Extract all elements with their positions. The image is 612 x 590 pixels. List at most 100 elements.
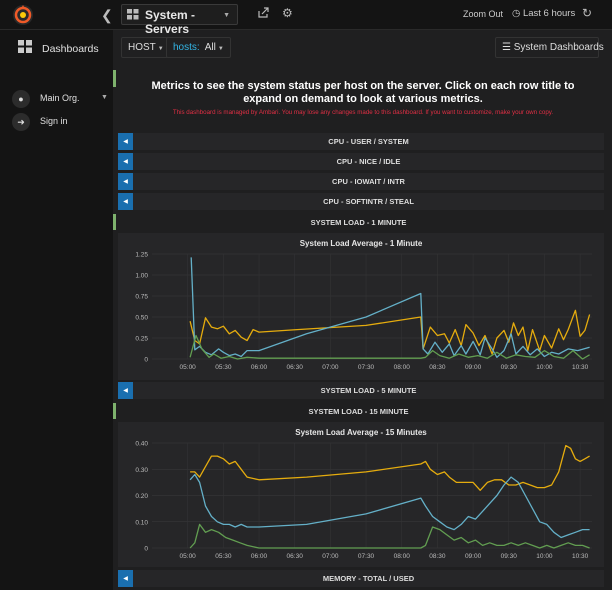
x-tick-label: 05:00	[180, 553, 197, 560]
row-collapse-bar[interactable]	[113, 214, 116, 230]
zoom-out-button[interactable]: Zoom Out	[463, 9, 504, 19]
y-tick-label: 0.75	[135, 294, 148, 301]
expand-row-icon[interactable]: ◀	[118, 570, 133, 587]
sidebar-item-label: Sign in	[40, 116, 68, 126]
sidebar-item-label: Dashboards	[42, 43, 99, 55]
time-range-label: Last 6 hours	[522, 8, 576, 19]
series-line-1	[189, 473, 590, 539]
row-cpu-user-system[interactable]: ◀ CPU - USER / SYSTEM	[118, 133, 604, 150]
x-tick-label: 06:30	[287, 364, 304, 371]
chevron-down-icon: ▼	[217, 46, 224, 52]
row-system-load-15[interactable]: SYSTEM LOAD - 15 MINUTE	[113, 403, 604, 419]
panel-title[interactable]: System Load Average - 1 Minute	[299, 239, 423, 248]
sidebar-item-label: Main Org.	[40, 93, 80, 103]
x-tick-label: 07:00	[322, 364, 339, 371]
series-line-0	[190, 444, 590, 491]
row-title[interactable]: CPU - USER / SYSTEM	[328, 137, 409, 146]
y-tick-label: 0.20	[135, 493, 148, 500]
row-title[interactable]: CPU - SOFTINTR / STEAL	[323, 197, 414, 206]
time-range-picker[interactable]: ◷ Last 6 hours	[512, 8, 575, 19]
x-tick-label: 07:30	[358, 553, 375, 560]
row-title[interactable]: MEMORY - TOTAL / USED	[322, 574, 415, 583]
sign-in-icon: ➜	[12, 113, 30, 131]
hosts-variable-select[interactable]: hosts: All ▼	[166, 37, 231, 58]
system-dashboards-label: System Dashboards	[513, 42, 604, 53]
y-tick-label: 0.30	[135, 467, 148, 474]
x-tick-label: 05:30	[215, 364, 232, 371]
x-tick-label: 08:00	[394, 553, 411, 560]
expand-row-icon[interactable]: ◀	[118, 193, 133, 210]
sidebar-item-dashboards[interactable]: Dashboards	[18, 40, 99, 56]
row-cpu-nice-idle[interactable]: ◀ CPU - NICE / IDLE	[118, 153, 604, 170]
row-title[interactable]: SYSTEM LOAD - 5 MINUTE	[320, 386, 417, 395]
row-system-load-5[interactable]: ◀ SYSTEM LOAD - 5 MINUTE	[118, 382, 604, 399]
intro-warning: This dashboard is managed by Ambari. You…	[172, 109, 554, 116]
y-tick-label: 0.10	[135, 519, 148, 526]
y-tick-label: 0	[144, 546, 148, 553]
load-1min-chart[interactable]: 0 0.25 0.50 0.75 1.00 1.25 05:00 05:30 06:00 06:3…	[118, 233, 604, 380]
panel-title[interactable]: System Load Average - 15 Minutes	[295, 428, 427, 437]
host-variable-button[interactable]: HOST ▼	[121, 37, 171, 58]
series-line-1	[190, 257, 590, 358]
chevron-down-icon: ▼	[157, 46, 164, 52]
row-collapse-bar[interactable]	[113, 403, 116, 419]
sidebar: Dashboards ● Main Org. ▼ ➜ Sign in	[0, 30, 113, 590]
row-title[interactable]: CPU - NICE / IDLE	[336, 157, 401, 166]
series-line-2	[189, 334, 590, 360]
chevron-down-icon: ▼	[223, 12, 230, 19]
panel-load-1min: 0 0.25 0.50 0.75 1.00 1.25 05:00 05:30 06:00 06:3…	[118, 233, 604, 380]
panel-load-15min: 0 0.10 0.20 0.30 0.40 05:00 05:30 06:00 06:30 07:…	[118, 422, 604, 567]
x-tick-label: 09:30	[501, 364, 518, 371]
row-title[interactable]: SYSTEM LOAD - 15 MINUTE	[308, 407, 409, 416]
y-tick-label: 0	[144, 357, 148, 364]
y-tick-label: 0.40	[135, 441, 148, 448]
dashboards-icon	[18, 40, 32, 53]
sidebar-item-sign-in[interactable]: ➜ Sign in	[12, 113, 68, 131]
x-tick-label: 10:30	[572, 364, 589, 371]
dashboard-main: HOST ▼ hosts: All ▼ ☰ System Dashboards Me…	[113, 30, 612, 590]
share-icon[interactable]	[258, 7, 269, 21]
hosts-label: hosts:	[173, 42, 200, 53]
x-tick-label: 05:30	[215, 553, 232, 560]
back-chevron-icon[interactable]: ❮	[101, 7, 113, 23]
chevron-down-icon: ▼	[101, 94, 108, 101]
load-15min-chart[interactable]: 0 0.10 0.20 0.30 0.40 05:00 05:30 06:00 06:30 07:…	[118, 422, 604, 567]
x-tick-label: 07:30	[358, 364, 375, 371]
system-dashboards-button[interactable]: ☰ System Dashboards	[495, 37, 604, 58]
row-memory-total-used[interactable]: ◀ MEMORY - TOTAL / USED	[118, 570, 604, 587]
x-tick-label: 09:00	[465, 553, 482, 560]
x-tick-label: 06:00	[251, 553, 268, 560]
expand-row-icon[interactable]: ◀	[118, 153, 133, 170]
x-tick-label: 06:00	[251, 364, 268, 371]
row-title[interactable]: SYSTEM LOAD - 1 MINUTE	[310, 218, 407, 227]
gear-icon[interactable]: ⚙	[282, 6, 293, 20]
row-collapse-bar[interactable]	[113, 70, 116, 87]
top-navbar: ❮ System - Servers ▼ ⚙ Zoom Out ◷ Last 6…	[0, 0, 612, 36]
x-tick-label: 10:00	[536, 553, 553, 560]
x-tick-label: 08:30	[429, 553, 446, 560]
x-tick-label: 10:30	[572, 553, 589, 560]
row-cpu-softintr-steal[interactable]: ◀ CPU - SOFTINTR / STEAL	[118, 193, 604, 210]
expand-row-icon[interactable]: ◀	[118, 382, 133, 399]
row-system-load-1[interactable]: SYSTEM LOAD - 1 MINUTE	[113, 214, 604, 230]
y-tick-label: 0.25	[135, 336, 148, 343]
x-tick-label: 07:00	[322, 553, 339, 560]
refresh-icon[interactable]: ↻	[582, 6, 593, 20]
grafana-logo-icon[interactable]	[12, 4, 34, 26]
x-tick-label: 10:00	[536, 364, 553, 371]
expand-row-icon[interactable]: ◀	[118, 133, 133, 150]
dashboard-picker-button[interactable]: System - Servers ▼	[121, 4, 238, 36]
row-cpu-iowait-intr[interactable]: ◀ CPU - IOWAIT / INTR	[118, 173, 604, 190]
x-tick-label: 08:30	[429, 364, 446, 371]
expand-row-icon[interactable]: ◀	[118, 173, 133, 190]
series-line-2	[189, 523, 590, 549]
intro-heading: Metrics to see the system status per hos…	[151, 80, 575, 105]
y-tick-label: 1.00	[135, 273, 148, 280]
x-tick-label: 09:30	[501, 553, 518, 560]
row-title[interactable]: CPU - IOWAIT / INTR	[332, 177, 405, 186]
sidebar-item-org[interactable]: ● Main Org. ▼	[12, 90, 108, 108]
x-tick-label: 05:00	[180, 364, 197, 371]
x-tick-label: 08:00	[394, 364, 411, 371]
host-label: HOST	[128, 42, 156, 53]
menu-icon: ☰	[502, 42, 511, 53]
